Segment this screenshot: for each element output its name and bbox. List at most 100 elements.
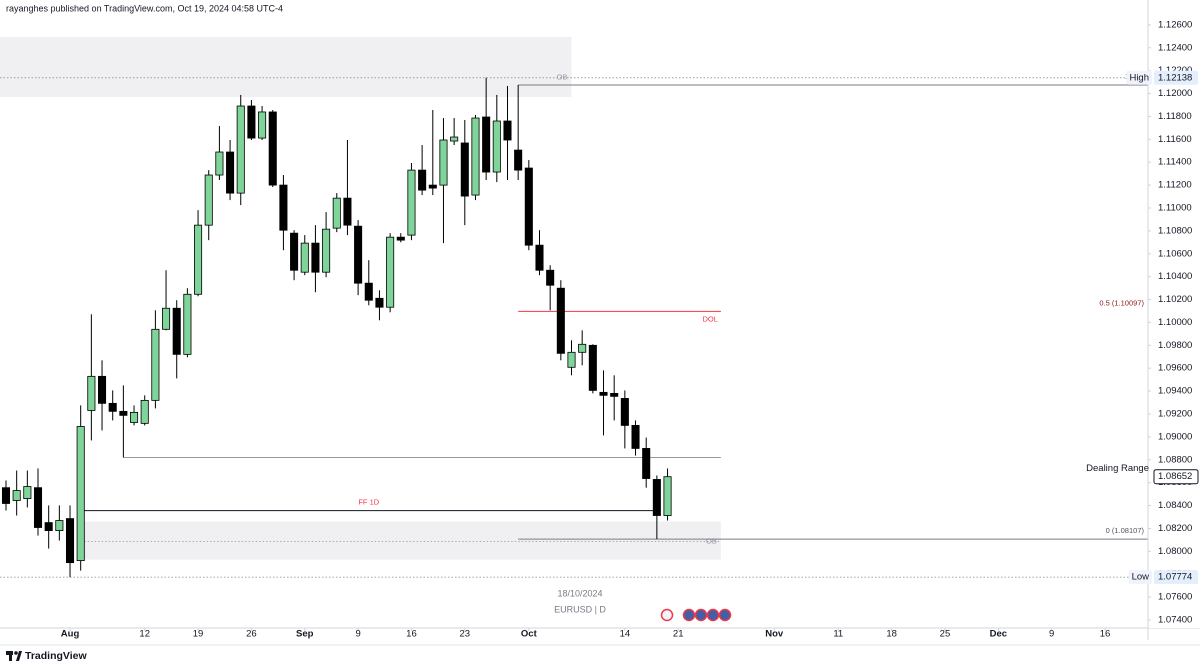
event-icon: [682, 608, 696, 622]
candle-body: [76, 426, 85, 561]
y-tick-label: 1.11600: [1158, 134, 1192, 145]
y-tick-label: 1.08200: [1158, 523, 1192, 534]
y-tick-label: 1.12000: [1158, 88, 1192, 99]
y-tick-label: 1.11000: [1158, 203, 1192, 214]
brand: TradingView: [25, 650, 87, 662]
candle-body: [1, 487, 11, 504]
candle-body: [279, 184, 288, 231]
candle-body: [354, 225, 363, 284]
x-tick-label: 18: [886, 629, 897, 640]
candle-body: [119, 410, 128, 416]
price-label: 1.08652: [1158, 471, 1192, 482]
x-tick-label: 16: [1100, 629, 1111, 640]
candle-body: [258, 111, 267, 139]
zone-label: OB: [706, 536, 717, 545]
y-tick-label: 1.11800: [1158, 111, 1192, 122]
x-tick-label: 11: [833, 629, 843, 640]
candle-body: [322, 228, 331, 273]
candle-body: [87, 375, 96, 411]
x-tick-label: Aug: [61, 629, 80, 640]
candle-body: [247, 105, 256, 139]
candle-body: [290, 232, 299, 271]
candle-body: [588, 344, 597, 391]
candle-body: [33, 487, 43, 528]
candle-body: [172, 307, 181, 355]
candle-body: [162, 307, 171, 330]
y-tick-label: 1.09400: [1158, 386, 1192, 397]
line-label: DOL: [703, 314, 718, 323]
y-tick-label: 1.09600: [1158, 363, 1192, 374]
y-tick-label: 1.10400: [1158, 271, 1192, 282]
marker-name-box: [1128, 570, 1152, 585]
marker-name: Dealing Range: [1086, 463, 1149, 474]
event-icon: [706, 608, 720, 622]
plot-area: OBOB1 (1.10.5 (1.10097)0 (1.08107)FF 1DD…: [0, 36, 1148, 578]
candle-body: [268, 111, 277, 186]
candle-body: [226, 151, 235, 194]
x-tick-label: Oct: [521, 629, 538, 640]
fib-label: 0 (1.08107): [1106, 526, 1145, 535]
price-label: 1.12138: [1158, 72, 1192, 83]
y-tick-label: 1.09000: [1158, 431, 1192, 442]
price-label-box: [1153, 469, 1199, 485]
candle-body: [407, 169, 416, 236]
candle-body: [620, 398, 629, 426]
candle-body: [450, 136, 459, 142]
candle-body: [471, 117, 480, 196]
candle-body: [503, 120, 512, 141]
candle-body: [514, 149, 523, 171]
y-tick-label: 1.07400: [1158, 615, 1192, 626]
candle-body: [567, 351, 576, 368]
price-label-box: [1154, 570, 1198, 585]
price-label-box: [1154, 70, 1198, 85]
candle-body: [215, 151, 224, 176]
y-tick-label: 1.12400: [1158, 42, 1192, 53]
candle-body: [55, 520, 64, 532]
y-tick-label: 1.08000: [1158, 546, 1192, 557]
x-tick-label: Dec: [990, 629, 1007, 640]
candle-body: [332, 197, 341, 229]
candle-body: [204, 174, 213, 226]
candle-body: [578, 343, 587, 353]
x-tick-label: 21: [673, 629, 684, 640]
y-tick-label: 1.11400: [1158, 157, 1192, 168]
candle-body: [44, 522, 53, 532]
candle-body: [343, 197, 352, 226]
candle-body: [652, 479, 661, 516]
candle-body: [428, 184, 437, 189]
x-tick-label: 23: [460, 629, 471, 640]
y-tick-label: 1.12200: [1158, 65, 1192, 76]
symbol-icons: [660, 608, 732, 622]
event-icon: [718, 608, 732, 622]
price-label: 1.07774: [1158, 572, 1192, 583]
candle-body: [364, 282, 373, 301]
candle-body: [460, 142, 469, 197]
candle-body: [546, 269, 555, 286]
candle-body: [311, 242, 320, 273]
candle-body: [535, 244, 544, 271]
x-tick-label: 16: [406, 629, 417, 640]
marker-name: High: [1129, 72, 1149, 83]
symbol: EURUSD | D: [554, 604, 606, 614]
candle-body: [151, 328, 160, 401]
y-tick-label: 1.10600: [1158, 248, 1192, 259]
x-tick-label: 14: [620, 629, 631, 640]
candle-body: [12, 490, 21, 501]
candle-body: [610, 392, 619, 397]
x-tick-label: 25: [940, 629, 951, 640]
candle-body: [375, 297, 384, 308]
ob-zone: [0, 36, 572, 97]
y-tick-label: 1.10800: [1158, 225, 1192, 236]
candle-body: [183, 293, 192, 355]
candle-body: [599, 391, 608, 396]
candle-body: [396, 236, 405, 241]
event-icon: [694, 608, 708, 622]
candle-body: [631, 425, 640, 449]
candle-body: [108, 402, 117, 412]
candle-body: [492, 120, 501, 173]
candle-body: [418, 169, 427, 191]
x-tick-label: 12: [139, 629, 150, 640]
y-tick-label: 1.09800: [1158, 340, 1192, 351]
candle-body: [439, 139, 448, 186]
price-axis-bg: [1148, 0, 1200, 628]
